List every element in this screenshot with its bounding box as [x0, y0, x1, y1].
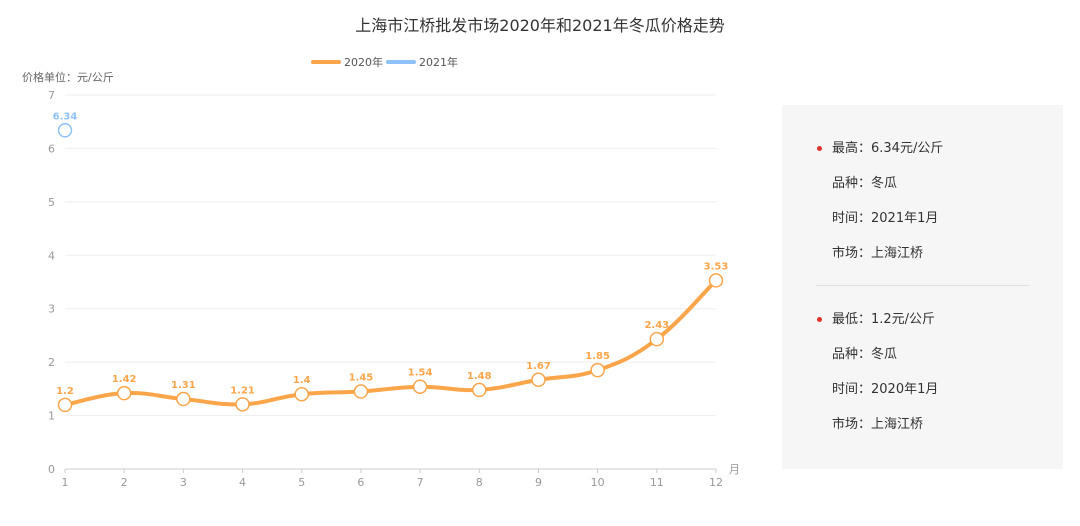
summary-divider: [816, 285, 1029, 286]
high-time-text: 时间：2021年1月: [832, 211, 939, 226]
data-point[interactable]: [116, 385, 132, 401]
x-tick-label: 6: [357, 476, 364, 489]
x-tick-labels: 1 2 3 4 5 6 7 8 9 10 11 12: [62, 469, 723, 489]
chart-title: 上海市江桥批发市场2020年和2021年冬瓜价格走势: [355, 16, 724, 35]
y-tick-label: 2: [48, 356, 55, 369]
grid-layer: [65, 94, 716, 470]
data-label: 6.34: [53, 111, 78, 122]
high-time-row: 时间：2021年1月: [832, 201, 1027, 236]
x-tick-label: 3: [180, 476, 187, 489]
bullet-dot: [817, 146, 822, 151]
data-point[interactable]: [294, 386, 309, 402]
legend-item-2020[interactable]: 2020年: [311, 55, 383, 69]
y-tick-labels: 0 1 2 3 4 5 6 7: [48, 89, 55, 476]
data-label: 3.53: [704, 261, 729, 272]
data-label: 1.45: [349, 373, 374, 384]
high-market-text: 市场：上海江桥: [832, 246, 924, 261]
x-tick-label: 9: [535, 476, 542, 489]
data-point[interactable]: [57, 123, 73, 138]
data-label: 1.31: [171, 380, 196, 391]
low-price-text: 最低：1.2元/公斤: [832, 312, 936, 327]
x-tick-label: 12: [709, 476, 723, 489]
x-tick-label: 11: [650, 476, 664, 489]
legend-label-2021: 2021年: [419, 55, 458, 69]
x-tick-label: 1: [62, 476, 69, 489]
high-price-block: 最高：6.34元/公斤 品种：冬瓜 时间：2021年1月 市场：上海江桥: [817, 131, 1027, 271]
low-variety-row: 品种：冬瓜: [832, 337, 1027, 372]
x-tick-label: 7: [417, 476, 424, 489]
data-point[interactable]: [176, 391, 191, 407]
data-labels: 1.2 1.42 1.31 1.21 1.4 1.45 1.54 1.48 1.67 1.85 2.…: [53, 111, 729, 397]
y-tick-label: 6: [48, 142, 55, 155]
data-point[interactable]: [57, 397, 73, 413]
high-price-text: 最高：6.34元/公斤: [832, 141, 944, 156]
data-point[interactable]: [590, 362, 605, 378]
low-price-block: 最低：1.2元/公斤 品种：冬瓜 时间：2020年1月 市场：上海江桥: [817, 302, 1027, 442]
data-point[interactable]: [353, 384, 369, 399]
low-time-text: 时间：2020年1月: [832, 382, 939, 397]
price-summary-panel: 最高：6.34元/公斤 品种：冬瓜 时间：2021年1月 市场：上海江桥 最低：…: [782, 105, 1063, 469]
legend-item-2021[interactable]: 2021年: [386, 55, 458, 69]
high-variety-row: 品种：冬瓜: [832, 166, 1027, 201]
low-time-row: 时间：2020年1月: [832, 372, 1027, 407]
data-label: 1.21: [230, 385, 255, 396]
data-label: 1.4: [293, 375, 311, 386]
data-label: 1.67: [526, 361, 551, 372]
price-trend-chart: 上海市江桥批发市场2020年和2021年冬瓜价格走势 2020年 2021年 价…: [22, 16, 740, 489]
data-label: 1.54: [408, 368, 433, 379]
chart-legend[interactable]: 2020年 2021年: [311, 55, 458, 69]
y-tick-label: 0: [48, 463, 55, 476]
low-variety-text: 品种：冬瓜: [832, 347, 898, 362]
data-label: 1.42: [112, 374, 137, 385]
data-point[interactable]: [412, 379, 428, 394]
series-line-2020: [63, 278, 718, 407]
low-price-row: 最低：1.2元/公斤: [817, 302, 1027, 337]
data-point[interactable]: [531, 372, 546, 388]
data-label: 2.43: [644, 320, 669, 331]
data-label: 1.85: [585, 351, 610, 362]
data-point[interactable]: [472, 382, 487, 398]
data-point[interactable]: [649, 331, 665, 347]
legend-label-2020: 2020年: [344, 55, 383, 69]
x-tick-label: 10: [591, 476, 605, 489]
x-axis-label: 月: [729, 463, 740, 476]
x-tick-label: 5: [298, 476, 305, 489]
y-tick-label: 5: [48, 196, 55, 209]
high-price-row: 最高：6.34元/公斤: [817, 131, 1027, 166]
data-point[interactable]: [708, 273, 724, 288]
y-tick-label: 7: [48, 89, 55, 102]
data-label: 1.48: [467, 371, 492, 382]
y-axis-label: 价格单位：元/公斤: [22, 70, 114, 84]
data-point[interactable]: [235, 397, 250, 412]
x-tick-label: 8: [476, 476, 483, 489]
series-layer: [57, 123, 724, 413]
y-tick-label: 3: [48, 303, 55, 316]
low-market-row: 市场：上海江桥: [832, 407, 1027, 442]
y-tick-label: 4: [48, 249, 55, 262]
data-label: 1.2: [56, 386, 74, 397]
high-variety-text: 品种：冬瓜: [832, 176, 898, 191]
x-tick-label: 4: [239, 476, 246, 489]
low-market-text: 市场：上海江桥: [832, 417, 924, 432]
y-tick-label: 1: [48, 410, 55, 423]
bullet-dot: [817, 317, 822, 322]
high-market-row: 市场：上海江桥: [832, 236, 1027, 271]
x-tick-label: 2: [121, 476, 128, 489]
